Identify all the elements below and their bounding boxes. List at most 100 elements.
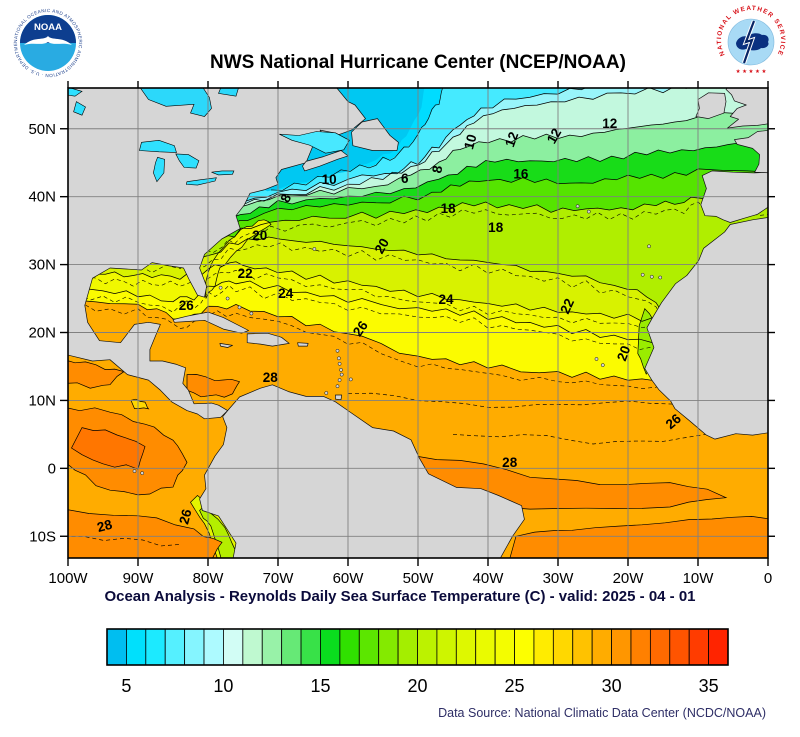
contour-value-label: 24 xyxy=(278,286,294,301)
colorbar-cell xyxy=(533,628,554,666)
water-gulf-st-lawrence xyxy=(279,131,350,154)
colorbar-cell xyxy=(591,628,612,666)
land-layer xyxy=(68,88,768,558)
island-dot xyxy=(649,274,654,279)
island-dot xyxy=(586,209,591,214)
colorbar-cell xyxy=(242,628,263,666)
contour-value-label: 12 xyxy=(602,116,617,131)
colorbar-cell xyxy=(164,628,186,666)
colorbar-cell xyxy=(630,628,651,666)
sst-patch-warm-south-atlantic xyxy=(509,516,768,558)
island-dot xyxy=(312,247,317,251)
x-tick-label: 40W xyxy=(473,570,505,587)
water-hudson-bay xyxy=(140,88,212,117)
island-dot xyxy=(249,311,254,316)
nws-bolt-icon xyxy=(742,20,756,64)
contour-value-label: 18 xyxy=(488,220,504,235)
x-tick-label: 20W xyxy=(613,570,645,587)
contour-value-label: 10 xyxy=(461,133,479,151)
water-foxe-basin xyxy=(218,88,239,97)
x-tick-label: 90W xyxy=(123,570,155,587)
colorbar-tick-label: 25 xyxy=(504,676,524,696)
nws-stars: ★ ★ ★ ★ ★ xyxy=(736,68,767,75)
contour-value-label: 12 xyxy=(502,130,521,149)
contour-value-label: 20 xyxy=(252,228,267,243)
x-tick-label: 10W xyxy=(683,570,715,587)
noaa-sky-icon xyxy=(20,15,76,43)
y-tick-label: 10S xyxy=(29,528,56,545)
island-dot xyxy=(339,368,343,372)
x-tick-label: 0 xyxy=(764,570,772,587)
sst-patch-warm-pacific-north xyxy=(68,360,125,389)
y-tick-label: 20N xyxy=(28,325,56,342)
colorbar-tick-label: 30 xyxy=(602,676,622,696)
contour-value-label: 6 xyxy=(401,171,409,186)
land-hispaniola xyxy=(246,332,290,347)
isotherm-dashed xyxy=(68,304,768,390)
colorbar-tick-label: 20 xyxy=(407,676,427,696)
island-dot xyxy=(640,272,645,277)
sst-patch-warm-south-pacific xyxy=(68,509,223,558)
island-dot xyxy=(339,372,344,377)
colorbar-cell xyxy=(261,628,283,666)
land-jamaica xyxy=(219,343,233,348)
contour-value-label: 28 xyxy=(502,455,518,470)
y-tick-label: 0 xyxy=(48,460,56,477)
contour-value-label: 26 xyxy=(179,298,195,313)
noaa-seagull-icon xyxy=(24,36,72,45)
colorbar-cell xyxy=(417,628,438,666)
island-dot xyxy=(647,244,651,249)
x-tick-label: 80W xyxy=(193,570,225,587)
water-lake-superior xyxy=(139,139,177,153)
x-tick-label: 100W xyxy=(48,570,88,587)
island-dot xyxy=(575,204,580,209)
colorbar-cell xyxy=(397,628,418,666)
water-lake-huron xyxy=(175,153,200,169)
land-trinidad xyxy=(335,394,343,401)
water-lake-ontario xyxy=(211,170,235,176)
colorbar-cell xyxy=(708,628,729,666)
island-dot xyxy=(140,471,145,475)
island-dot xyxy=(337,356,341,361)
isotherm-8-10 xyxy=(68,88,689,207)
water-lake-erie xyxy=(185,177,217,186)
contour-value-label: 24 xyxy=(438,292,454,307)
colorbar-cell xyxy=(223,628,244,666)
land-cuba xyxy=(172,311,249,334)
colorbar-cell xyxy=(378,628,399,666)
x-tick-label: 70W xyxy=(263,570,295,587)
island-dot xyxy=(132,469,137,473)
inland-water-layer xyxy=(68,88,350,186)
island-dot xyxy=(335,348,340,353)
colorbar-cell xyxy=(494,628,515,666)
contour-value-label: 26 xyxy=(176,507,195,526)
colorbar-cell xyxy=(436,628,457,666)
colorbar-cell xyxy=(203,628,224,666)
land-britain xyxy=(725,88,768,129)
sst-patch-warm-pacific-core xyxy=(71,427,146,470)
colorbar-cell xyxy=(106,628,127,666)
colorbar-cell xyxy=(184,628,205,666)
island-dot xyxy=(337,361,342,366)
colorbar: 5 10 15 20 25 30 35 xyxy=(106,628,729,696)
island-dot xyxy=(348,377,353,382)
land-north-america xyxy=(68,88,366,420)
y-tick-label: 10N xyxy=(28,392,56,409)
isotherm-10-12 xyxy=(68,108,768,212)
isotherm-6-8 xyxy=(68,88,587,203)
island-dot xyxy=(594,357,599,361)
y-tick-label: 50N xyxy=(28,121,56,138)
colorbar-frame xyxy=(106,628,729,666)
island-dot xyxy=(600,363,605,367)
colorbar-cell xyxy=(649,628,671,666)
noaa-wordmark: NOAA xyxy=(34,22,62,33)
colorbar-tick-label: 10 xyxy=(213,676,233,696)
colorbar-cell xyxy=(281,628,302,666)
contour-value-label: 28 xyxy=(95,517,114,536)
contour-value-label: 22 xyxy=(238,266,253,281)
land-south-america xyxy=(199,384,525,558)
colorbar-cell xyxy=(455,628,477,666)
island-dot xyxy=(335,384,340,389)
